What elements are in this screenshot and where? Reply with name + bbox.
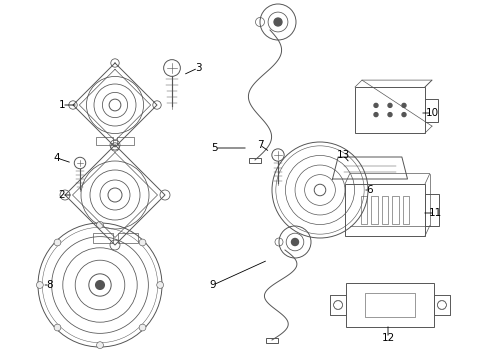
- Text: 4: 4: [54, 153, 60, 163]
- Bar: [371, 196, 377, 224]
- Circle shape: [291, 238, 298, 246]
- Bar: [424, 194, 439, 226]
- Text: 11: 11: [427, 208, 441, 218]
- Circle shape: [54, 324, 61, 331]
- Circle shape: [401, 113, 405, 117]
- Circle shape: [139, 239, 145, 246]
- Text: 10: 10: [425, 108, 438, 118]
- Text: 2: 2: [59, 190, 65, 200]
- Bar: [265, 338, 278, 343]
- Text: 12: 12: [381, 333, 394, 343]
- Bar: [96, 136, 113, 145]
- Circle shape: [401, 103, 405, 107]
- Circle shape: [97, 342, 103, 348]
- Text: 9: 9: [209, 280, 216, 290]
- Text: 6: 6: [366, 185, 372, 195]
- Bar: [248, 158, 261, 163]
- Bar: [117, 136, 134, 145]
- Circle shape: [273, 18, 282, 26]
- Bar: [381, 196, 387, 224]
- Bar: [346, 283, 433, 327]
- Bar: [360, 196, 366, 224]
- Bar: [354, 87, 424, 133]
- Circle shape: [97, 221, 103, 228]
- Text: 5: 5: [211, 143, 218, 153]
- Bar: [433, 295, 449, 315]
- Circle shape: [387, 113, 391, 117]
- Bar: [329, 295, 346, 315]
- Text: 3: 3: [194, 63, 201, 73]
- Circle shape: [387, 103, 391, 107]
- Bar: [92, 233, 112, 243]
- Text: 13: 13: [336, 150, 349, 160]
- Bar: [402, 196, 408, 224]
- Circle shape: [54, 239, 61, 246]
- Bar: [433, 295, 449, 315]
- Circle shape: [373, 113, 377, 117]
- Bar: [117, 233, 137, 243]
- Circle shape: [139, 324, 145, 331]
- Circle shape: [96, 281, 104, 289]
- Circle shape: [157, 282, 163, 288]
- Text: 8: 8: [46, 280, 53, 290]
- Bar: [345, 184, 424, 236]
- Circle shape: [373, 103, 377, 107]
- Circle shape: [37, 282, 43, 288]
- Bar: [424, 99, 437, 122]
- Text: 7: 7: [256, 140, 263, 150]
- Text: 1: 1: [59, 100, 65, 110]
- Bar: [329, 295, 346, 315]
- Bar: [365, 293, 414, 317]
- Bar: [391, 196, 398, 224]
